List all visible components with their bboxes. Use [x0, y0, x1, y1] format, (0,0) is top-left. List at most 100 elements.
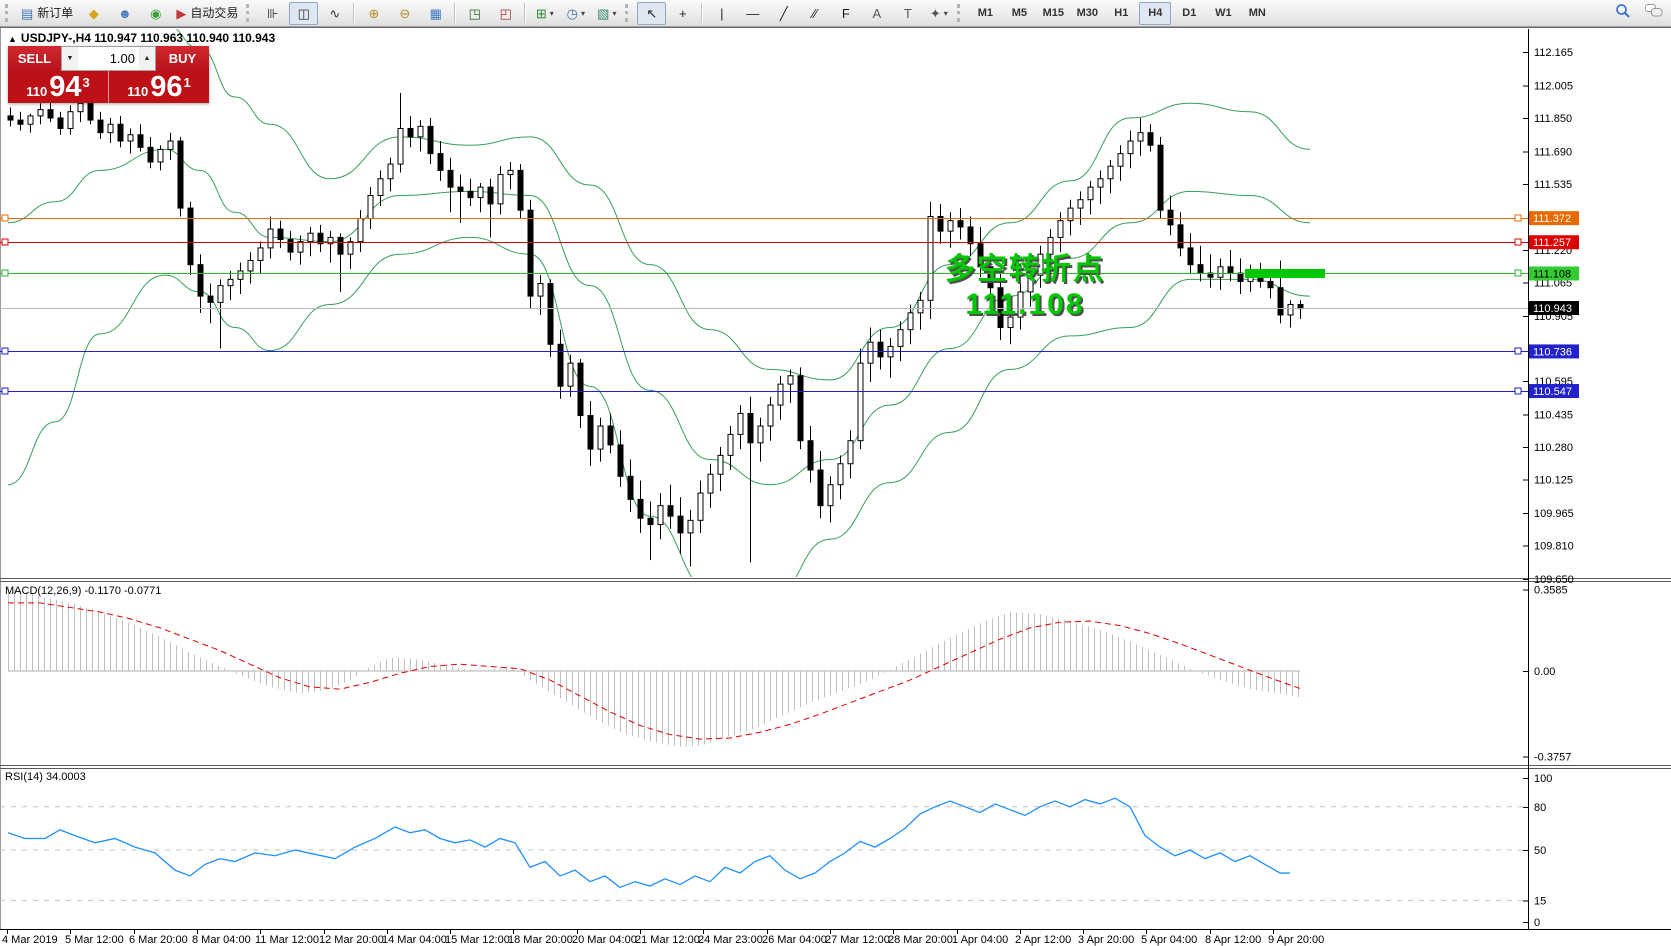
dropdown-arrow-icon[interactable]: ▾ — [943, 8, 948, 18]
indicator-window-icon: ◳ — [468, 5, 481, 21]
toolbar-grip[interactable] — [246, 4, 252, 22]
vertical-line-button[interactable]: | — [707, 2, 736, 25]
horizontal-line-button[interactable]: ― — [738, 2, 767, 25]
bollinger-middle — [7, 148, 1311, 486]
sell-button[interactable]: SELL — [8, 46, 61, 71]
timeframe-H4[interactable]: H4 — [1139, 1, 1172, 25]
text-icon: A — [872, 5, 882, 21]
candlestick-button[interactable]: ◫ — [289, 1, 319, 25]
auto-trading-button[interactable]: ▶ 自动交易 — [172, 2, 242, 25]
fibonacci-button[interactable]: F — [831, 2, 860, 25]
cursor-button[interactable]: ↖ — [637, 1, 667, 25]
timeframe-MN[interactable]: MN — [1248, 6, 1266, 19]
arrows-button[interactable]: ✦ ▾ — [924, 2, 953, 25]
svg-text:112.165: 112.165 — [1534, 47, 1573, 59]
volume-stepper[interactable]: ▼ 1.00 ▲ — [61, 46, 156, 71]
text-button[interactable]: A — [862, 2, 891, 25]
svg-text:0.00: 0.00 — [1534, 666, 1555, 678]
periods-button[interactable]: ◷ ▾ — [561, 2, 590, 25]
time-axis-label: 20 Mar 04:00 — [572, 934, 637, 946]
dropdown-arrow-icon[interactable]: ▾ — [580, 8, 585, 18]
svg-text:15: 15 — [1534, 895, 1546, 907]
svg-text:111.257: 111.257 — [1533, 237, 1571, 249]
line-chart-button[interactable]: ∿ — [320, 2, 349, 25]
time-axis-label: 5 Mar 12:00 — [65, 934, 124, 946]
ask-pips: 96 — [150, 70, 183, 103]
template-icon: ▧ — [597, 5, 610, 21]
toolbar-separator — [454, 3, 457, 23]
macd-signal-line — [8, 602, 1301, 740]
timeframe-M15[interactable]: M15 — [1042, 6, 1065, 19]
annotation-line2: 111.108 — [965, 288, 1085, 321]
toolbar-separator — [524, 3, 527, 23]
price-level-label — [1529, 211, 1579, 226]
time-axis-label: 26 Mar 04:00 — [762, 934, 827, 946]
bar-chart-button[interactable]: ⊪ — [258, 2, 287, 25]
buy-button[interactable]: BUY — [156, 46, 209, 71]
time-axis-label: 1 Apr 04:00 — [952, 934, 1008, 946]
volume-field[interactable]: 1.00 — [109, 51, 135, 66]
support-highlight-bar[interactable] — [1245, 268, 1325, 278]
trendline-button[interactable]: ╱ — [769, 2, 798, 25]
auto-trading-button-label: 自动交易 — [190, 5, 239, 20]
volume-up-button[interactable]: ▲ — [139, 47, 155, 70]
dropdown-arrow-icon[interactable]: ▾ — [612, 8, 617, 18]
timeframe-M5[interactable]: M5 — [1011, 6, 1027, 19]
macd-indicator — [8, 587, 1301, 748]
text-label-button[interactable]: T — [893, 2, 922, 25]
chat-button[interactable] — [1639, 2, 1668, 25]
bollinger-lower — [7, 236, 1311, 577]
toolbar-grip[interactable] — [5, 4, 11, 22]
volume-down-button[interactable]: ▼ — [62, 47, 78, 70]
toolbar-grip[interactable] — [957, 4, 963, 22]
bar-chart-icon: ⊪ — [267, 5, 279, 21]
tile-windows-button[interactable]: ▦ — [421, 2, 450, 25]
crosshair-button[interactable]: + — [668, 2, 697, 25]
timeframe-D1[interactable]: D1 — [1182, 6, 1197, 19]
symbol-ohlc-text: USDJPY-,H4 110.947 110.963 110.940 110.9… — [20, 31, 276, 45]
templates-button[interactable]: ▧ ▾ — [592, 2, 621, 25]
time-axis-label: 6 Mar 20:00 — [129, 934, 188, 946]
svg-text:110.125: 110.125 — [1534, 474, 1573, 486]
svg-text:0.3585: 0.3585 — [1534, 585, 1568, 597]
bid-pips: 94 — [49, 70, 82, 103]
indicators-window-button[interactable]: ◳ — [460, 2, 489, 25]
zoom-in-button[interactable]: ⊕ — [359, 2, 388, 25]
price-axis[interactable]: 112.165 112.005 111.850 111.690 111.535 111.2… — [1523, 29, 1579, 929]
crosshair-icon: + — [679, 5, 687, 21]
time-axis-label: 12 Mar 20:00 — [319, 934, 384, 946]
objects-window-button[interactable]: ◰ — [491, 2, 520, 25]
time-axis[interactable]: 4 Mar 2019 5 Mar 12:00 6 Mar 20:00 8 Mar 04… — [0, 929, 1671, 946]
dropdown-arrow-icon[interactable]: ▾ — [549, 8, 554, 18]
new-order-button[interactable]: ▤ 新订单 — [17, 2, 77, 25]
search-button[interactable] — [1608, 2, 1637, 25]
profile-button[interactable]: ☻ — [110, 2, 139, 25]
zoom-out-button[interactable]: ⊖ — [390, 2, 419, 25]
profile-icon: ☻ — [117, 5, 132, 21]
channel-button[interactable]: ∕∕ — [800, 2, 829, 25]
toolbar-separator — [353, 3, 356, 23]
timeframe-H1[interactable]: H1 — [1114, 6, 1129, 19]
price-level-label — [1529, 344, 1579, 359]
ask-price-display[interactable]: 110 96 1 — [109, 71, 209, 103]
time-axis-label: 21 Mar 12:00 — [635, 934, 700, 946]
add-indicator-button[interactable]: ⊞ ▾ — [530, 2, 559, 25]
rsi-label: RSI(14) 34.0003 — [5, 771, 86, 783]
timeframe-M1[interactable]: M1 — [977, 6, 993, 19]
time-axis-label: 5 Apr 04:00 — [1141, 934, 1197, 946]
fibonacci-icon: F — [841, 5, 850, 21]
bid-price-display[interactable]: 110 94 3 — [8, 71, 109, 103]
time-axis-label: 14 Mar 04:00 — [382, 934, 447, 946]
horizontal-level-lines[interactable] — [0, 214, 1528, 395]
objects-window-icon: ◰ — [499, 5, 512, 21]
quotes-button[interactable]: ◆ — [79, 2, 108, 25]
ask-pipette: 1 — [183, 74, 191, 90]
horizontal-line-icon: ― — [746, 5, 760, 21]
signal-button[interactable]: ◉ — [141, 2, 170, 25]
toolbar-grip[interactable] — [625, 4, 631, 22]
timeframe-M30[interactable]: M30 — [1076, 6, 1099, 19]
timeframe-W1[interactable]: W1 — [1215, 6, 1232, 19]
chart-area: 112.165 112.005 111.850 111.690 111.535 111.2… — [0, 27, 1671, 946]
time-axis-label: 18 Mar 20:00 — [508, 934, 573, 946]
